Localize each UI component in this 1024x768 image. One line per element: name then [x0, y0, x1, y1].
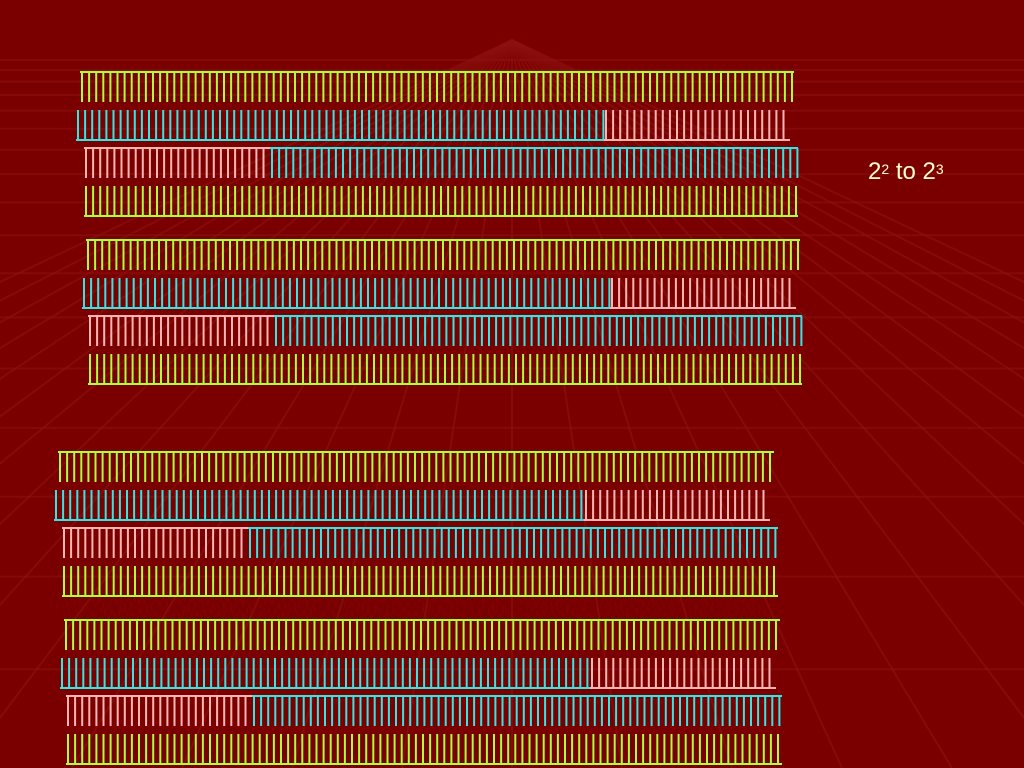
comb-row-1-green-strand: [64, 619, 780, 650]
comb-row-2-pink-strand: [604, 110, 790, 141]
comb-row-2-pink-strand: [584, 490, 770, 521]
comb-row-3-pink-strand: [88, 315, 274, 346]
comb-row-4-green-strand: [88, 354, 802, 385]
comb-block-4: [60, 619, 782, 765]
title-exponent-2: 3: [935, 161, 944, 177]
title-base-2: 2: [922, 158, 936, 185]
comb-row-3-cyan-strand: [270, 147, 799, 178]
comb-row-1-green-strand: [58, 451, 774, 482]
comb-row-4-green-strand: [84, 186, 798, 217]
comb-row-3-pink-strand: [62, 527, 248, 558]
title-base-1: 2: [868, 158, 882, 185]
comb-row-2-pink-strand: [610, 278, 796, 309]
comb-row-2-cyan-strand: [82, 278, 611, 309]
comb-row-2-cyan-strand: [54, 490, 584, 521]
comb-block-1: [76, 71, 799, 217]
comb-row-3-pink-strand: [66, 695, 252, 726]
comb-row-3-pink-strand: [84, 147, 270, 178]
slide-title: 22 to 23: [868, 156, 944, 188]
comb-row-3-cyan-strand: [252, 695, 782, 726]
comb-row-4-green-strand: [66, 734, 782, 765]
comb-row-1-green-strand: [86, 239, 800, 270]
comb-row-2-cyan-strand: [76, 110, 605, 141]
comb-row-1-green-strand: [80, 71, 794, 102]
comb-row-2-pink-strand: [590, 658, 776, 689]
comb-row-2-cyan-strand: [60, 658, 590, 689]
comb-block-3: [54, 451, 778, 597]
comb-row-3-cyan-strand: [248, 527, 778, 558]
comb-block-2: [82, 239, 803, 385]
title-exponent-1: 2: [881, 161, 890, 177]
comb-row-3-cyan-strand: [274, 315, 803, 346]
comb-row-4-green-strand: [62, 566, 778, 597]
title-middle-text: to: [889, 158, 923, 185]
